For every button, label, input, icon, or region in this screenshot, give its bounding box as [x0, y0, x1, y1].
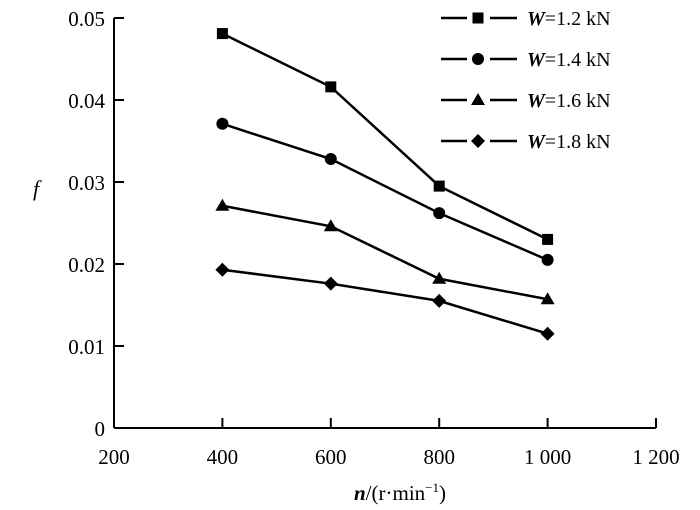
- series-line: [222, 268, 548, 335]
- y-tick-label: 0.02: [68, 253, 105, 277]
- series-line: [221, 32, 549, 241]
- triangle-marker: [540, 292, 555, 305]
- x-tick-label: 600: [315, 445, 347, 469]
- series-diamond: [215, 262, 555, 341]
- y-tick-label: 0.04: [68, 89, 105, 113]
- y-tick-label: 0.05: [68, 7, 105, 31]
- x-tick-label: 400: [207, 445, 239, 469]
- legend-text: =1.4 kN: [545, 49, 611, 71]
- diamond-marker: [215, 262, 230, 277]
- legend-label: W=1.2 kN: [527, 8, 611, 30]
- x-axis-label: n/(r·min−1): [354, 480, 446, 505]
- circle-marker: [541, 253, 554, 266]
- y-tick-label: 0.01: [68, 335, 105, 359]
- diamond-marker: [540, 326, 555, 341]
- square-marker: [542, 233, 554, 245]
- circle-marker: [433, 207, 446, 220]
- x-tick-label: 1 000: [524, 445, 571, 469]
- circle-marker: [472, 53, 484, 65]
- x-tick-label: 1 200: [632, 445, 679, 469]
- x-tick-label: 800: [423, 445, 455, 469]
- diamond-marker: [432, 293, 447, 308]
- x-tick-label: 200: [98, 445, 130, 469]
- legend-label: W=1.4 kN: [527, 49, 611, 71]
- legend-var: W: [527, 8, 546, 30]
- x-axis-label-var: n: [354, 481, 366, 505]
- square-marker: [472, 12, 484, 24]
- triangle-marker: [215, 198, 230, 211]
- circle-marker: [324, 153, 337, 166]
- legend: W=1.2 kNW=1.4 kNW=1.6 kNW=1.8 kN: [441, 8, 611, 153]
- legend-item: W=1.4 kN: [441, 49, 611, 71]
- x-axis-label-unit: /(r·min: [366, 481, 426, 505]
- x-axis-label-sup: −1: [425, 480, 439, 495]
- diamond-marker: [471, 134, 485, 148]
- legend-var: W: [527, 131, 546, 153]
- legend-var: W: [527, 90, 546, 112]
- legend-item: W=1.6 kN: [441, 90, 611, 112]
- series-line: [222, 204, 548, 301]
- y-axis-label: f: [33, 176, 42, 201]
- square-marker: [433, 180, 445, 192]
- legend-text: =1.6 kN: [545, 90, 611, 112]
- x-axis-label-close: ): [439, 481, 446, 505]
- square-marker: [216, 28, 228, 40]
- legend-label: W=1.8 kN: [527, 131, 611, 153]
- series-triangle: [215, 198, 555, 305]
- legend-text: =1.2 kN: [545, 8, 611, 30]
- legend-label: W=1.6 kN: [527, 90, 611, 112]
- triangle-marker: [432, 271, 447, 284]
- square-marker: [325, 81, 337, 93]
- series-square: [216, 28, 554, 245]
- y-tick-label: 0.03: [68, 171, 105, 195]
- triangle-marker: [323, 219, 338, 232]
- legend-var: W: [527, 49, 546, 71]
- series-group: [215, 28, 555, 341]
- y-tick-label: 0: [95, 417, 106, 441]
- legend-item: W=1.8 kN: [441, 131, 611, 153]
- diamond-marker: [323, 276, 338, 291]
- series-circle: [216, 117, 554, 266]
- triangle-marker: [471, 93, 485, 105]
- legend-item: W=1.2 kN: [441, 8, 611, 30]
- circle-marker: [216, 117, 229, 130]
- axes: 200 400 600 800 1 000 1 200 0 0.01 0.02 0.03 0.04 0…: [68, 7, 679, 469]
- legend-text: =1.8 kN: [545, 131, 611, 153]
- series-line: [222, 122, 549, 262]
